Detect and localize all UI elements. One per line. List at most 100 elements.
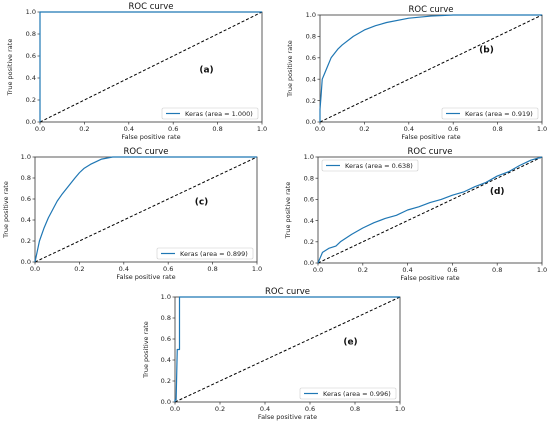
roc-panel: ROC curve 0.0 0.2 0.4 0.6 0.8 1.0 0.0 0.2 0.4 0.6 0… [2, 147, 262, 281]
legend-box [321, 159, 419, 172]
legend: Keras (area = 0.919) [441, 107, 539, 120]
x-tick-label: 0.6 [305, 405, 315, 413]
plot-frame [317, 156, 543, 264]
roc-panel: ROC curve 0.0 0.2 0.4 0.6 0.8 1.0 0.0 0.2 0.4 0.6 0… [6, 2, 267, 141]
x-tick-label: 0.0 [35, 125, 45, 133]
x-axis-label: False positive rate [258, 413, 317, 421]
y-tick-label: 0.8 [306, 33, 316, 41]
y-tick-label: 1.0 [21, 153, 31, 161]
y-tick-label: 0.2 [26, 96, 36, 104]
chart-title: ROC curve [408, 5, 453, 15]
x-tick-label: 0.2 [215, 405, 225, 413]
legend: Keras (area = 0.638) [321, 159, 419, 172]
legend: Keras (area = 1.000) [161, 107, 259, 120]
chance-line [34, 156, 258, 263]
chart-title: ROC curve [128, 2, 173, 12]
y-axis-label: True positive rate [2, 181, 10, 239]
y-tick-label: 0.4 [161, 356, 171, 364]
panel-tag: (c) [195, 197, 209, 207]
x-tick-label: 0.6 [168, 125, 178, 133]
y-tick-label: 1.0 [26, 8, 36, 16]
y-tick-label: 0.6 [26, 52, 36, 60]
y-tick-label: 0.0 [304, 259, 314, 267]
x-tick-label: 0.2 [359, 125, 369, 133]
legend-box [299, 387, 397, 400]
y-tick-label: 0.4 [21, 216, 31, 224]
legend: Keras (area = 0.996) [299, 387, 397, 400]
y-tick-label: 0.4 [304, 217, 314, 225]
roc-curve [34, 156, 257, 263]
y-tick-label: 1.0 [306, 11, 316, 19]
y-tick-label: 0.0 [21, 258, 31, 266]
x-tick-label: 0.4 [402, 266, 412, 274]
y-tick-label: 0.6 [161, 335, 171, 343]
plot-frame [319, 14, 543, 123]
y-tick-label: 0.2 [304, 238, 314, 246]
x-tick-label: 0.8 [212, 125, 222, 133]
x-tick-label: 0.2 [358, 266, 368, 274]
legend-label: Keras (area = 0.638) [345, 162, 413, 170]
x-axis-label: False positive rate [116, 273, 175, 281]
y-tick-label: 1.0 [304, 153, 314, 161]
y-tick-label: 0.8 [26, 30, 36, 38]
legend-label: Keras (area = 0.919) [465, 110, 533, 118]
x-tick-label: 0.6 [448, 125, 458, 133]
legend-box [441, 107, 539, 120]
y-tick-label: 0.0 [161, 398, 171, 406]
x-tick-label: 0.8 [492, 266, 502, 274]
x-tick-label: 0.4 [260, 405, 270, 413]
roc-panel: ROC curve 0.0 0.2 0.4 0.6 0.8 1.0 0.0 0.2 0.4 0.6 0… [142, 287, 405, 421]
y-tick-label: 0.0 [306, 118, 316, 126]
x-tick-label: 1.0 [537, 266, 547, 274]
x-tick-label: 0.0 [315, 125, 325, 133]
x-tick-label: 0.0 [30, 265, 40, 273]
x-tick-label: 0.8 [350, 405, 360, 413]
legend-label: Keras (area = 0.996) [323, 390, 391, 398]
chart-title: ROC curve [123, 147, 168, 157]
x-tick-label: 0.6 [163, 265, 173, 273]
y-axis-label: True positive rate [6, 39, 14, 97]
chance-line [319, 14, 543, 123]
y-tick-label: 0.8 [21, 174, 31, 182]
y-tick-label: 0.6 [21, 195, 31, 203]
roc-curve [39, 11, 262, 122]
y-tick-label: 1.0 [161, 293, 171, 301]
y-tick-label: 0.4 [26, 74, 36, 82]
x-tick-label: 0.0 [170, 405, 180, 413]
x-tick-label: 0.8 [492, 125, 502, 133]
x-tick-label: 0.2 [79, 125, 89, 133]
x-tick-label: 1.0 [395, 405, 405, 413]
chance-line [39, 11, 263, 123]
x-tick-label: 1.0 [537, 125, 547, 133]
x-tick-label: 0.0 [313, 266, 323, 274]
legend-label: Keras (area = 1.000) [185, 110, 253, 118]
y-tick-label: 0.2 [21, 237, 31, 245]
y-axis-label: True positive rate [284, 182, 292, 240]
chance-line [174, 296, 401, 403]
chart-title: ROC curve [265, 287, 310, 297]
roc-curve [319, 14, 542, 122]
x-tick-label: 1.0 [257, 125, 267, 133]
legend-box [161, 107, 259, 120]
panel-tag: (b) [479, 45, 494, 55]
legend-label: Keras (area = 0.899) [180, 250, 248, 258]
y-axis-label: True positive rate [286, 40, 294, 98]
panel-tag: (e) [343, 337, 357, 347]
panel-tag: (a) [199, 66, 213, 76]
x-tick-label: 0.4 [119, 265, 129, 273]
y-tick-label: 0.4 [306, 75, 316, 83]
roc-curve [174, 296, 400, 402]
y-tick-label: 0.2 [306, 97, 316, 105]
y-tick-label: 0.8 [304, 174, 314, 182]
y-tick-label: 0.6 [306, 54, 316, 62]
y-tick-label: 0.6 [304, 196, 314, 204]
roc-panel: ROC curve 0.0 0.2 0.4 0.6 0.8 1.0 0.0 0.2 0.4 0.6 0… [286, 5, 547, 141]
panel-tag: (d) [490, 187, 505, 197]
x-axis-label: False positive rate [121, 133, 180, 141]
legend-box [156, 247, 254, 260]
chart-title: ROC curve [407, 147, 452, 157]
x-tick-label: 0.2 [74, 265, 84, 273]
roc-panel: ROC curve 0.0 0.2 0.4 0.6 0.8 1.0 0.0 0.2 0.4 0.6 0… [284, 147, 547, 282]
x-tick-label: 1.0 [252, 265, 262, 273]
